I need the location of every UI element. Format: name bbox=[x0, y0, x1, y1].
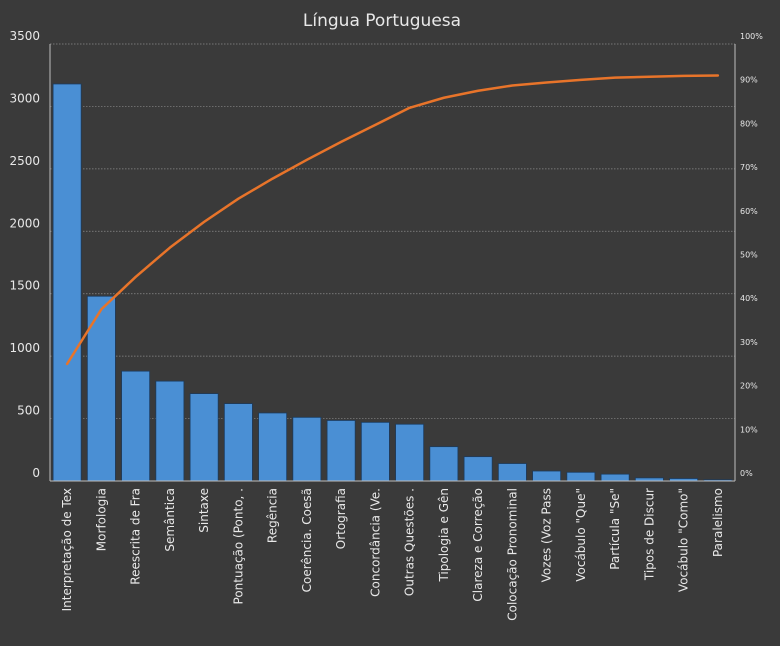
bars bbox=[52, 83, 733, 482]
bar bbox=[52, 83, 82, 482]
cumulative-polyline bbox=[65, 74, 720, 366]
y2-tick-label: 70% bbox=[740, 163, 758, 172]
bar bbox=[292, 416, 322, 482]
bar bbox=[532, 470, 562, 482]
bar bbox=[86, 295, 116, 482]
grid-lines bbox=[50, 43, 735, 419]
y2-tick-label: 60% bbox=[740, 207, 758, 216]
x-tick-label: Vozes (Voz Pass bbox=[540, 488, 554, 582]
x-tick-label: Vocábulo "Que" bbox=[574, 488, 588, 582]
x-tick-label: Semântica bbox=[163, 488, 177, 552]
line-point bbox=[169, 246, 171, 249]
y-axis: 0 500 1000 1500 2000 2500 3000 3500 bbox=[9, 29, 51, 481]
bar bbox=[429, 446, 459, 482]
bar bbox=[326, 420, 356, 482]
x-tick-label: Vocábulo "Como" bbox=[677, 488, 691, 592]
x-tick-label: Paralelismo bbox=[711, 488, 725, 557]
bar bbox=[360, 421, 390, 482]
y-tick-label: 1000 bbox=[9, 341, 40, 355]
line-point bbox=[717, 74, 719, 77]
x-tick-label: Colocação Pronominal bbox=[505, 488, 519, 621]
y2-tick-label: 100% bbox=[740, 32, 763, 41]
x-tick-label: Concordância (Ve. bbox=[368, 488, 382, 597]
y2-axis: 0% 10% 20% 30% 40% 50% 60% 70% 80% 90% 100% bbox=[734, 32, 763, 481]
y-tick-label: 3500 bbox=[9, 29, 40, 43]
y-tick-label: 0 bbox=[32, 466, 40, 480]
x-tick-label: Pontuação (Ponto, . bbox=[231, 488, 245, 604]
x-tick-label: Interpretação de Tex bbox=[60, 488, 74, 611]
y-tick-label: 3000 bbox=[9, 91, 40, 105]
y-tick-label: 2500 bbox=[9, 154, 40, 168]
y2-tick-label: 90% bbox=[740, 76, 758, 85]
line-point bbox=[648, 75, 651, 78]
bar bbox=[395, 423, 425, 482]
line-point bbox=[374, 124, 377, 126]
bar bbox=[223, 403, 253, 482]
y2-tick-label: 0% bbox=[740, 469, 753, 478]
chart-title: Língua Portuguesa bbox=[303, 11, 461, 31]
y-tick-label: 1500 bbox=[9, 279, 40, 293]
y-tick-label: 2000 bbox=[9, 216, 40, 230]
x-tick-label: Outras Questões . bbox=[403, 488, 417, 596]
line-point bbox=[511, 84, 514, 87]
y2-tick-label: 10% bbox=[740, 425, 758, 434]
x-tick-label: Coerência. Coesã bbox=[300, 488, 314, 592]
bar bbox=[155, 380, 185, 482]
y2-tick-label: 40% bbox=[740, 294, 758, 303]
line-point bbox=[340, 141, 342, 143]
line-point bbox=[682, 75, 685, 77]
line-point bbox=[443, 96, 445, 99]
y2-tick-label: 80% bbox=[740, 119, 758, 128]
line-point bbox=[134, 276, 137, 278]
x-axis: Interpretação de Tex Morfologia Reescrita … bbox=[50, 480, 735, 621]
x-tick-label: Ortografia bbox=[334, 488, 348, 549]
bar bbox=[600, 473, 630, 482]
x-tick-label: Tipologia e Gên bbox=[437, 488, 451, 583]
x-tick-label: Regência bbox=[266, 488, 280, 543]
bar bbox=[463, 456, 493, 482]
x-tick-label: Partícula "Se" bbox=[608, 488, 622, 570]
cumulative-line bbox=[65, 74, 720, 366]
x-tick-label: Clareza e Correção bbox=[471, 488, 485, 602]
bar bbox=[497, 463, 527, 482]
line-point bbox=[306, 159, 308, 161]
x-tick-label: Reescrita de Fra bbox=[129, 488, 143, 585]
x-tick-label: Tipos de Discur bbox=[642, 488, 656, 581]
line-point bbox=[408, 107, 411, 109]
bar bbox=[566, 471, 596, 482]
bar bbox=[258, 412, 288, 482]
bar bbox=[121, 370, 151, 482]
line-point bbox=[100, 308, 103, 311]
y2-tick-label: 50% bbox=[740, 251, 758, 260]
line-point bbox=[203, 221, 205, 223]
line-point bbox=[66, 363, 68, 365]
line-point bbox=[545, 81, 548, 84]
line-point bbox=[580, 79, 582, 81]
y-tick-label: 500 bbox=[17, 404, 40, 418]
bar bbox=[189, 393, 219, 482]
line-point bbox=[271, 177, 274, 180]
line-point bbox=[614, 76, 616, 79]
line-point bbox=[477, 89, 479, 92]
x-tick-label: Sintaxe bbox=[197, 488, 211, 533]
x-tick-label: Morfologia bbox=[94, 488, 108, 551]
y2-tick-label: 20% bbox=[740, 382, 758, 391]
line-point bbox=[237, 197, 240, 200]
y2-tick-label: 30% bbox=[740, 338, 758, 347]
